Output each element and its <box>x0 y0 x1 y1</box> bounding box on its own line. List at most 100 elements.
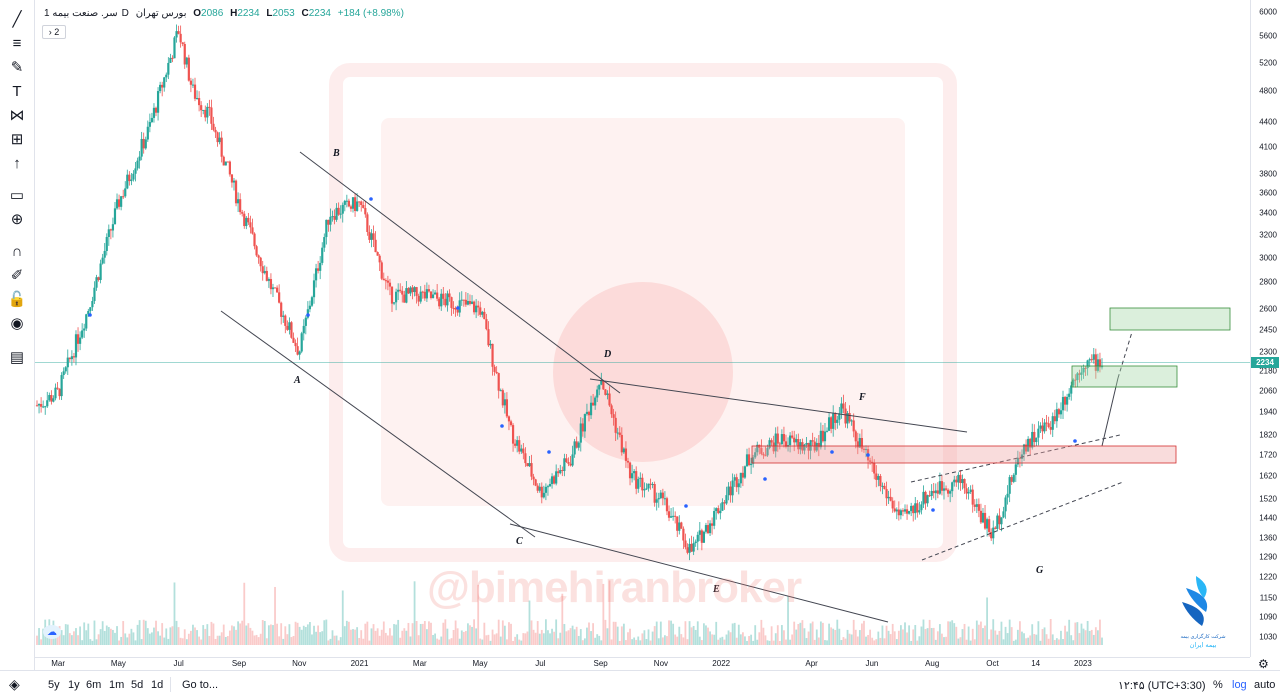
candle-body <box>653 484 656 503</box>
candle-body <box>42 406 45 408</box>
range-1d[interactable]: 1d <box>151 679 164 691</box>
percent-toggle[interactable]: % <box>1213 679 1223 691</box>
candle-body <box>296 346 299 355</box>
volume-bar <box>177 627 180 645</box>
candle-body <box>864 449 868 451</box>
candle-body <box>140 138 143 157</box>
candle-body <box>774 433 777 452</box>
eye-icon[interactable]: ◉ <box>10 315 24 332</box>
volume-bar <box>1101 637 1103 645</box>
candle-body <box>475 305 478 313</box>
candle-body <box>218 137 221 143</box>
candle-body <box>50 395 53 402</box>
volume-bar <box>202 625 205 645</box>
candle-body <box>899 510 903 516</box>
clock-label[interactable]: ۱۲:۴۵ (UTC+3:30) <box>1118 680 1206 692</box>
arrow-up-icon[interactable]: ↑ <box>13 154 21 172</box>
price-tick: 5200 <box>1259 58 1277 68</box>
candle-body <box>682 528 685 541</box>
lock-draw-icon[interactable]: ✐ <box>10 267 24 284</box>
chart-area[interactable]: A B C D E F G @bimehiranbroker <box>35 0 1250 657</box>
fib-icon[interactable]: ≡ <box>12 34 22 52</box>
candle-body <box>715 508 718 512</box>
volume-bar <box>645 639 648 645</box>
pattern-icon[interactable]: ⋈ <box>9 107 25 124</box>
trend-line-icon[interactable]: ╱ <box>12 11 22 28</box>
range-1m[interactable]: 1m <box>109 679 125 691</box>
range-5y[interactable]: 5y <box>48 679 60 691</box>
volume-bar <box>255 634 258 645</box>
candle-body <box>901 510 905 512</box>
volume-bar <box>583 638 586 645</box>
volume-bar <box>333 635 336 645</box>
volume-bar <box>666 636 668 645</box>
magnet-icon[interactable]: ∩ <box>11 242 23 260</box>
volume-bar <box>114 632 116 645</box>
range-6m[interactable]: 6m <box>86 679 102 691</box>
volume-bar <box>698 636 701 645</box>
volume-bar <box>290 637 293 645</box>
text-icon[interactable]: T <box>12 82 22 100</box>
legend-interval[interactable]: 1D <box>44 8 129 19</box>
cloud-icon[interactable]: ☁ <box>43 625 61 639</box>
candle-body <box>618 432 621 435</box>
range-1y[interactable]: 1y <box>68 679 80 691</box>
lock-icon[interactable]: 🔓 <box>7 291 27 308</box>
volume-bar <box>116 626 118 645</box>
volume-bar <box>567 630 570 645</box>
candle-body <box>686 547 689 553</box>
candle-body <box>442 293 445 299</box>
candle-body <box>676 516 679 531</box>
candle-body <box>204 109 207 118</box>
log-toggle[interactable]: log <box>1232 679 1247 691</box>
collapse-indicators-button[interactable]: › 2 <box>42 25 66 39</box>
candle-body <box>949 491 952 494</box>
range-5d[interactable]: 5d <box>131 679 144 691</box>
goto-button[interactable]: Go to... <box>182 679 219 691</box>
candle-body <box>390 286 394 304</box>
candle-body <box>723 502 726 504</box>
volume-bar <box>534 632 537 645</box>
candlestick-chart[interactable]: A B C D E F G <box>35 0 1250 657</box>
legend-symbol[interactable]: سر. صنعت بیمه <box>52 8 118 19</box>
candle-body <box>893 508 896 512</box>
settings-gear-icon[interactable]: ⚙ <box>1258 657 1269 671</box>
volume-bar <box>169 627 172 645</box>
candle-body <box>105 237 108 251</box>
candle-body <box>360 201 363 206</box>
time-tick: 2021 <box>350 659 369 668</box>
volume-bar <box>483 622 486 645</box>
volume-bar <box>241 620 244 645</box>
ruler-icon[interactable]: ▭ <box>9 187 25 204</box>
time-axis[interactable]: Mar May Jul Sep Nov 2021 Mar May Jul Sep Nov 2022 Ap… <box>35 657 1250 670</box>
price-axis[interactable]: 6000 5600 5200 4800 4400 4100 3800 3600 3400 3200… <box>1250 0 1280 657</box>
candle-body <box>548 484 552 487</box>
measure-icon[interactable]: ⊞ <box>10 131 24 148</box>
zoom-in-icon[interactable]: ⊕ <box>10 211 24 228</box>
candle-body <box>448 293 451 298</box>
candle-body <box>838 413 841 420</box>
layers-icon[interactable]: ◈ <box>9 676 20 692</box>
brush-icon[interactable]: ✎ <box>10 59 24 76</box>
candle-body <box>830 417 833 429</box>
candle-body <box>809 440 812 451</box>
volume-bar <box>159 635 162 645</box>
trash-icon[interactable]: ▤ <box>9 349 25 366</box>
volume-bar <box>657 638 660 645</box>
candle-body <box>317 268 320 271</box>
volume-bar <box>157 631 159 645</box>
volume-bar <box>836 619 839 645</box>
candle-body <box>156 91 160 113</box>
volume-bar <box>684 621 687 645</box>
volume-bar <box>1090 629 1093 645</box>
volume-bar <box>331 630 334 645</box>
candle-body <box>850 420 853 422</box>
volume-bar <box>175 620 178 645</box>
volume-bar <box>834 629 837 645</box>
signal-dot <box>547 450 551 454</box>
logo-text-2: بیمه ایران <box>1190 641 1217 649</box>
auto-toggle[interactable]: auto <box>1254 679 1276 691</box>
time-tick: 2023 <box>1074 659 1092 668</box>
volume-bar <box>694 629 697 645</box>
volume-bar <box>364 623 367 645</box>
